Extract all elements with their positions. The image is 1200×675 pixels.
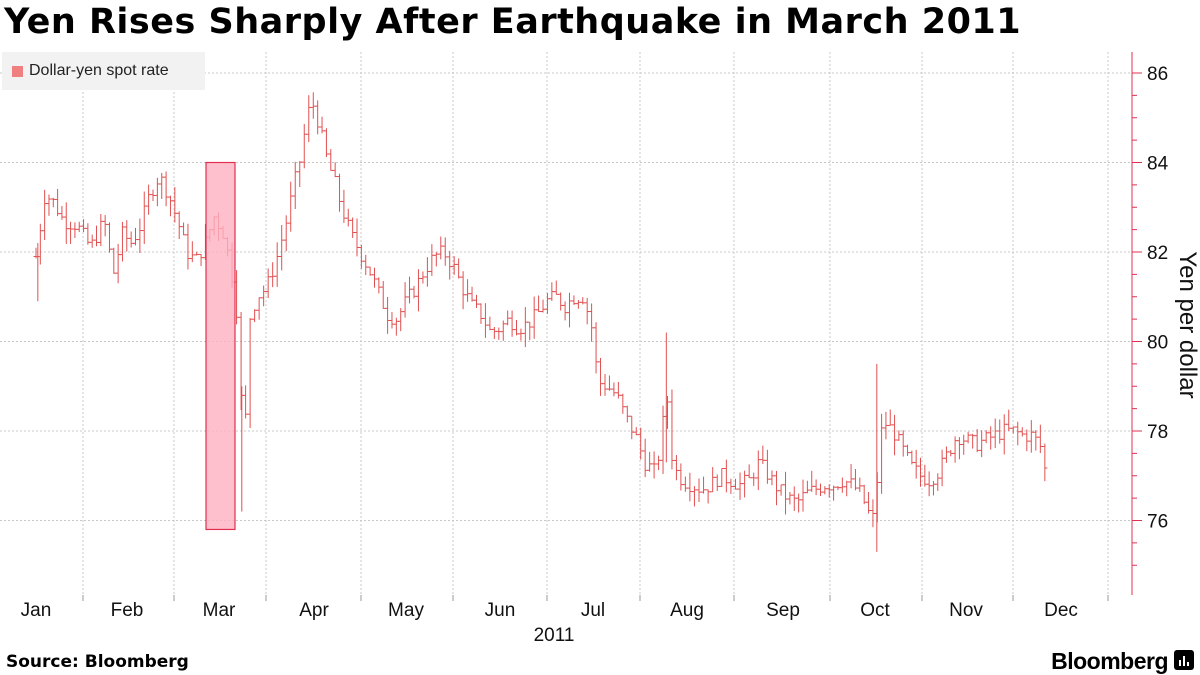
- x-tick-label: Apr: [299, 600, 329, 621]
- x-tick-label: Mar: [203, 600, 236, 621]
- ohlc-bars: [33, 92, 1048, 552]
- x-tick-label: Nov: [949, 600, 983, 621]
- x-tick-label: May: [388, 600, 424, 621]
- y-tick-label: 76: [1147, 512, 1168, 533]
- y-tick-label: 78: [1147, 422, 1168, 443]
- highlight-box: [205, 161, 236, 531]
- x-tick-label: Oct: [860, 600, 890, 621]
- y-tick-label: 80: [1147, 333, 1168, 354]
- axes: 76 78 80 82 84 86 Yen per dollar Jan Feb Mar Apr Ma…: [21, 52, 1200, 646]
- x-tick-label: Feb: [111, 600, 144, 621]
- bloomberg-terminal-icon: [1174, 650, 1194, 670]
- x-tick-label: Sep: [766, 600, 800, 621]
- y-tick-label: 82: [1147, 243, 1168, 264]
- y-tick-label: 84: [1147, 154, 1169, 175]
- chart-title: Yen Rises Sharply After Earthquake in Ma…: [4, 2, 1022, 42]
- y-axis-label: Yen per dollar: [1174, 251, 1200, 398]
- brand-logo-text: Bloomberg: [1051, 648, 1168, 674]
- x-tick-label: Aug: [670, 600, 704, 621]
- legend-swatch: [12, 65, 23, 77]
- grid: [0, 52, 1132, 595]
- source-note: Source: Bloomberg: [6, 652, 189, 672]
- x-tick-label: Jul: [581, 600, 605, 621]
- x-tick-label: Jan: [21, 600, 52, 621]
- earthquake-highlight: [205, 161, 236, 531]
- x-axis-year-label: 2011: [534, 625, 575, 646]
- y-tick-label: 86: [1147, 64, 1168, 85]
- x-tick-label: Jun: [485, 600, 516, 621]
- legend: Dollar-yen spot rate: [2, 52, 205, 90]
- x-tick-label: Dec: [1044, 600, 1078, 621]
- legend-label: Dollar-yen spot rate: [29, 62, 169, 79]
